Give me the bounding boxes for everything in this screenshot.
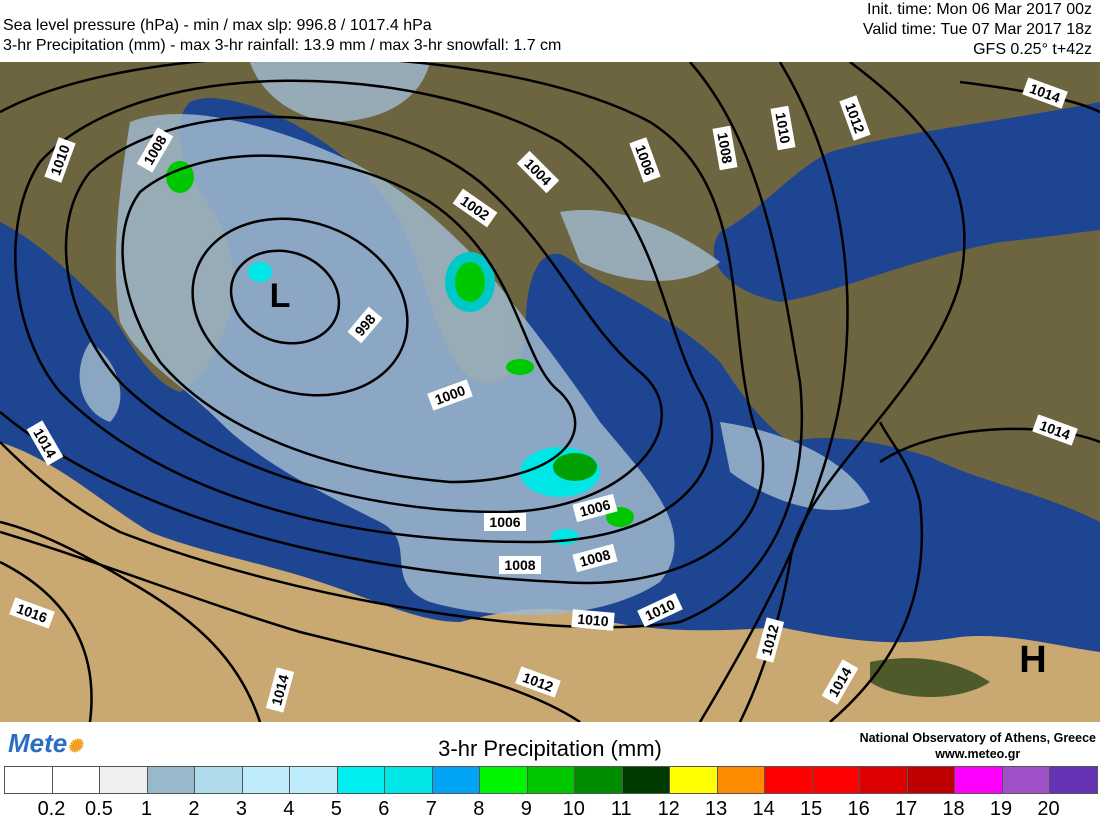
heavy-precipitation — [166, 161, 634, 545]
legend-swatch — [147, 767, 196, 793]
meteo-logo: Mete✺ — [8, 728, 83, 758]
model-info: GFS 0.25° t+42z — [973, 41, 1092, 58]
init-time: Init. time: Mon 06 Mar 2017 00z — [867, 1, 1092, 18]
legend-tick: 9 — [520, 798, 532, 820]
legend-swatch — [527, 767, 576, 793]
isobar-label: 1014 — [26, 420, 64, 466]
isobar-label: 1010 — [770, 105, 796, 151]
legend-tick: 14 — [752, 798, 775, 820]
legend-tick: 18 — [942, 798, 965, 820]
legend-tick: 0.2 — [37, 798, 66, 820]
legend-swatch — [195, 767, 243, 793]
svg-text:1014: 1014 — [268, 673, 292, 707]
legend-swatch — [1002, 767, 1051, 793]
svg-text:1008: 1008 — [714, 131, 735, 165]
legend-swatch — [717, 767, 766, 793]
legend-swatch — [907, 767, 956, 793]
legend-swatch — [765, 767, 813, 793]
legend-swatch — [100, 767, 148, 793]
map-description: Sea level pressure (hPa) - min / max slp… — [3, 16, 561, 56]
legend-swatch — [337, 767, 386, 793]
legend-tick: 13 — [705, 798, 728, 820]
isobar-label: 1012 — [755, 617, 785, 663]
svg-text:1010: 1010 — [772, 111, 793, 145]
legend-tick: 2 — [188, 798, 200, 820]
legend-swatch — [290, 767, 338, 793]
legend-swatch — [385, 767, 433, 793]
legend-tick: 15 — [800, 798, 823, 820]
organization: National Observatory of Athens, Greece w… — [860, 730, 1096, 762]
legend-tick: 0.5 — [85, 798, 113, 820]
legend-tick: 12 — [657, 798, 680, 820]
svg-text:1012: 1012 — [758, 623, 782, 657]
isobar-label: 1014 — [265, 667, 295, 713]
legend-swatch — [955, 767, 1003, 793]
org-name: National Observatory of Athens, Greece — [859, 731, 1096, 745]
legend-swatch — [670, 767, 718, 793]
precip-info: 3-hr Precipitation (mm) - max 3-hr rainf… — [3, 37, 562, 54]
legend-tick: 5 — [330, 798, 342, 820]
legend-tick: 20 — [1037, 798, 1060, 820]
legend-swatch — [860, 767, 908, 793]
valid-time: Valid time: Tue 07 Mar 2017 18z — [862, 21, 1092, 38]
svg-text:1008: 1008 — [578, 546, 612, 570]
sun-icon: ✺ — [67, 736, 83, 756]
isobar-label: 1008 — [712, 125, 738, 171]
land — [0, 62, 1100, 722]
legend-tick: 3 — [235, 798, 247, 820]
legend-swatch — [52, 767, 101, 793]
isobars — [0, 62, 1100, 722]
legend-tick: 16 — [847, 798, 870, 820]
org-url: www.meteo.gr — [935, 747, 1021, 761]
legend-swatch — [242, 767, 291, 793]
legend-ticks: 0.2 0.5 1 2 3 4 5 6 7 8 9 10 11 12 13 14 15 16 17 18 19 20 — [0, 798, 1100, 822]
legend-tick: 1 — [140, 798, 152, 820]
svg-text:1008: 1008 — [504, 557, 535, 573]
legend-tick: 4 — [283, 798, 295, 820]
legend-swatch — [575, 767, 623, 793]
svg-text:1006: 1006 — [578, 496, 612, 520]
isobar-label: 1006 — [572, 493, 618, 523]
isobar-label: 1008 — [572, 543, 618, 573]
legend-tick: 19 — [989, 798, 1013, 820]
legend-swatch — [432, 767, 481, 793]
legend-tick: 11 — [610, 798, 632, 820]
svg-text:1010: 1010 — [577, 611, 610, 630]
legend-tick: 10 — [562, 798, 585, 820]
isobar-label: 1010 — [571, 609, 615, 631]
isobar-label: 1006 — [484, 513, 526, 531]
legend-tick: 8 — [473, 798, 485, 820]
isobar-label: 1008 — [499, 556, 541, 574]
legend-tick: 7 — [425, 798, 437, 820]
legend-swatch — [1050, 767, 1097, 793]
slp-info: Sea level pressure (hPa) - min / max slp… — [3, 17, 432, 34]
isobar-label: 1014 — [1032, 414, 1078, 446]
high-pressure-marker: H — [1019, 639, 1046, 681]
legend-swatch — [480, 767, 528, 793]
legend-swatch — [5, 767, 53, 793]
low-pressure-marker: L — [270, 277, 291, 315]
legend-tick: 17 — [894, 798, 918, 820]
legend-swatch — [622, 767, 671, 793]
run-info: Init. time: Mon 06 Mar 2017 00z Valid ti… — [863, 0, 1092, 60]
legend-swatch — [812, 767, 861, 793]
svg-text:1006: 1006 — [489, 514, 520, 530]
legend-tick: 6 — [378, 798, 390, 820]
color-legend — [4, 766, 1098, 794]
legend-title: 3-hr Precipitation (mm) — [438, 736, 662, 761]
